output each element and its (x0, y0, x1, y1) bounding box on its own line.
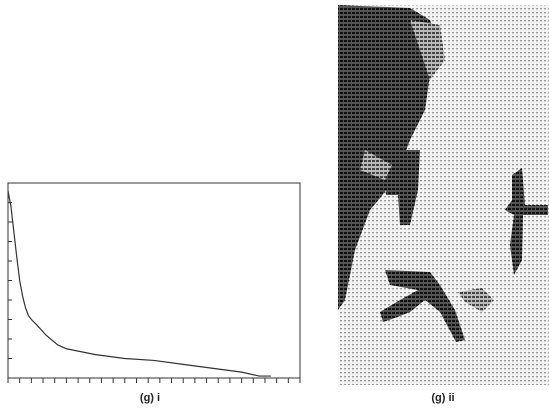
caption: (g) ii (431, 392, 454, 404)
caption: (g) i (140, 392, 160, 404)
plot (7, 182, 301, 383)
plot-frame (7, 182, 301, 379)
dot-matrix-image (338, 5, 549, 385)
data-line (7, 190, 271, 377)
